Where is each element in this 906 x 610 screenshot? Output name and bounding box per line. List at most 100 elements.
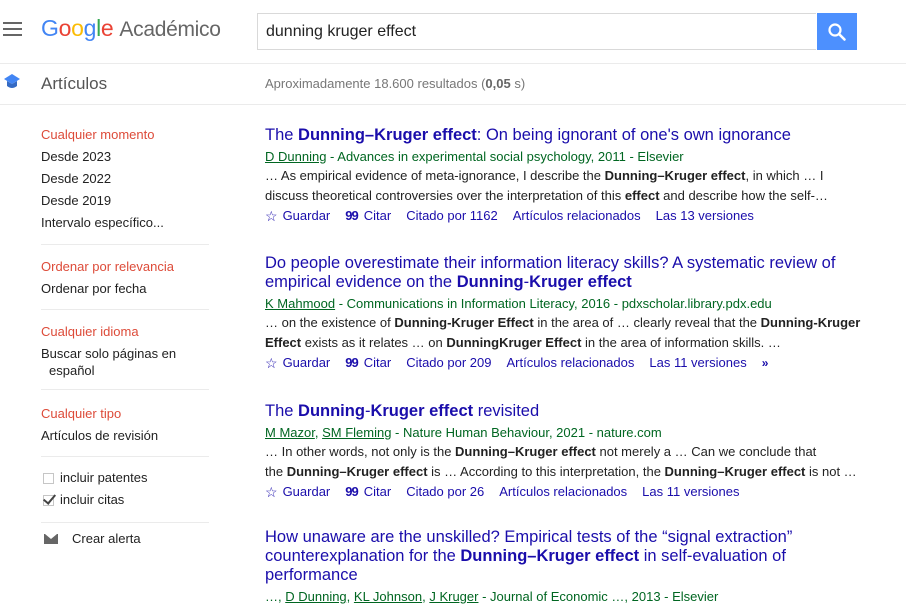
include-citations-label: incluir citas <box>60 492 125 507</box>
related-articles-link[interactable]: Artículos relacionados <box>512 208 641 223</box>
result-title-link[interactable]: The Dunning–Kruger effect: On being igno… <box>265 126 875 145</box>
cited-by-link[interactable]: Citado por 1162 <box>406 208 498 223</box>
filter-spanish-pages-line2: español <box>49 363 95 378</box>
quote-icon: 99 <box>345 208 359 223</box>
create-alert-label: Crear alerta <box>72 531 141 546</box>
title-text: - <box>523 273 530 291</box>
author-link[interactable]: J Kruger <box>429 589 479 604</box>
sort-by-date[interactable]: Ordenar por fecha <box>41 281 147 296</box>
snippet-text: … As empirical evidence of meta-ignoranc… <box>265 168 605 183</box>
publication-info: - Advances in experimental social psycho… <box>326 149 684 164</box>
product-name: Académico <box>119 18 221 41</box>
result-meta: …, D Dunning, KL Johnson, J Kruger - Jou… <box>265 589 719 604</box>
versions-link[interactable]: Las 13 versiones <box>655 208 754 223</box>
snippet-text: and describe how the self-… <box>659 188 828 203</box>
snippet-text: discuss theoretical controversies over t… <box>265 188 625 203</box>
include-patents-label: incluir patentes <box>60 470 148 485</box>
author-link[interactable]: K Mahmood <box>265 296 336 311</box>
title-highlight: Dunning–Kruger effect <box>460 547 640 565</box>
google-scholar-logo[interactable]: Google Académico <box>41 15 221 42</box>
result-actions: ☆ Guardar 99 Citar Citado por 1162 Artícul… <box>265 206 875 226</box>
filter-any-time[interactable]: Cualquier momento <box>41 127 155 142</box>
articles-icon <box>4 74 20 88</box>
include-patents-checkbox[interactable] <box>43 472 54 484</box>
cite-label: Citar <box>363 484 392 499</box>
snippet-text: is … According to this interpretation, t… <box>427 464 665 479</box>
search-result: Do people overestimate their information… <box>265 254 875 402</box>
versions-link[interactable]: Las 11 versiones <box>649 355 747 370</box>
filter-review-articles[interactable]: Artículos de revisión <box>41 428 159 443</box>
related-articles-link[interactable]: Artículos relacionados <box>499 484 628 499</box>
result-title-link[interactable]: Do people overestimate their information… <box>265 254 875 292</box>
cite-button[interactable]: 99 Citar <box>345 353 391 373</box>
author-link[interactable]: SM Fleming <box>322 425 392 440</box>
result-meta: K Mahmood - Communications in Informatio… <box>265 294 875 313</box>
filter-spanish-pages[interactable]: Buscar solo páginas en español <box>41 343 209 381</box>
authors-ellipsis: …, <box>265 589 286 604</box>
filter-since-2022[interactable]: Desde 2022 <box>41 171 112 186</box>
title-highlight: Kruger effect <box>370 402 474 420</box>
snippet-highlight: effect <box>624 188 660 203</box>
result-snippet: … In other words, not only is the Dunnin… <box>265 442 875 482</box>
top-bar: Google Académico <box>0 0 906 64</box>
cite-button[interactable]: 99 Citar <box>345 482 391 502</box>
title-highlight: Dunning <box>456 273 524 291</box>
create-alert-button[interactable]: Crear alerta <box>41 531 209 546</box>
search-button[interactable] <box>817 13 857 50</box>
versions-link[interactable]: Las 11 versiones <box>642 484 740 499</box>
snippet-line: discuss theoretical controversies over t… <box>265 186 875 206</box>
result-actions: ☆ Guardar 99 Citar Citado por 26 Artículos… <box>265 482 875 502</box>
snippet-highlight: Dunning–Kruger effect <box>664 464 806 479</box>
snippet-text: … on the existence of <box>265 315 395 330</box>
save-label: Guardar <box>282 208 331 223</box>
filter-any-language[interactable]: Cualquier idioma <box>41 324 139 339</box>
result-title-link[interactable]: How unaware are the unskilled? Empirical… <box>265 528 875 585</box>
snippet-text: the <box>265 464 287 479</box>
snippet-highlight: Effect <box>265 335 302 350</box>
snippet-line: Effect exists as it relates … on Dunning… <box>265 333 875 353</box>
quote-icon: 99 <box>345 484 359 499</box>
title-text: empirical evidence on the <box>265 273 457 291</box>
sort-group: Ordenar por relevancia Ordenar por fecha <box>41 245 209 310</box>
snippet-text: not merely a … Can we conclude that <box>595 444 817 459</box>
result-snippet: … on the existence of Dunning-Kruger Eff… <box>265 313 875 353</box>
more-options-icon[interactable]: » <box>761 356 769 370</box>
search-result: The Dunning-Kruger effect revisited M Ma… <box>265 402 875 528</box>
author-link[interactable]: D Dunning <box>265 149 327 164</box>
search-input[interactable] <box>258 14 806 49</box>
include-group: incluir patentes incluir citas <box>41 457 209 523</box>
quote-icon: 99 <box>345 355 359 370</box>
save-button[interactable]: ☆ Guardar <box>265 206 330 226</box>
results-count-text: Aproximadamente 18.600 resultados ( <box>265 76 486 91</box>
title-text: The <box>265 402 299 420</box>
cited-by-link[interactable]: Citado por 26 <box>406 484 485 499</box>
include-patents-option[interactable]: incluir patentes <box>41 467 209 489</box>
filter-custom-range[interactable]: Intervalo específico... <box>41 215 164 230</box>
author-link[interactable]: M Mazor <box>265 425 315 440</box>
filter-any-type[interactable]: Cualquier tipo <box>41 406 122 421</box>
result-snippet: … As empirical evidence of meta-ignoranc… <box>265 166 875 206</box>
author-link[interactable]: D Dunning <box>285 589 347 604</box>
snippet-text: , in which … I <box>745 168 824 183</box>
sort-by-relevance[interactable]: Ordenar por relevancia <box>41 259 174 274</box>
cite-label: Citar <box>363 355 392 370</box>
cited-by-link[interactable]: Citado por 209 <box>406 355 492 370</box>
filter-since-2023[interactable]: Desde 2023 <box>41 149 112 164</box>
save-button[interactable]: ☆ Guardar <box>265 482 330 502</box>
cite-button[interactable]: 99 Citar <box>345 206 391 226</box>
filter-since-2019[interactable]: Desde 2019 <box>41 193 112 208</box>
hamburger-menu-icon[interactable] <box>3 22 22 36</box>
author-link[interactable]: KL Johnson <box>353 589 423 604</box>
snippet-line: … on the existence of Dunning-Kruger Eff… <box>265 313 875 333</box>
cite-label: Citar <box>363 208 392 223</box>
include-citations-checkbox[interactable] <box>43 494 54 506</box>
publication-info: - Journal of Economic …, 2013 - Elsevier <box>478 589 719 604</box>
save-label: Guardar <box>282 355 331 370</box>
save-label: Guardar <box>282 484 331 499</box>
snippet-highlight: Dunning–Kruger effect <box>455 444 596 459</box>
include-citations-option[interactable]: incluir citas <box>41 489 209 511</box>
related-articles-link[interactable]: Artículos relacionados <box>506 355 635 370</box>
title-text: in self-evaluation of <box>639 547 786 565</box>
save-button[interactable]: ☆ Guardar <box>265 353 330 373</box>
result-title-link[interactable]: The Dunning-Kruger effect revisited <box>265 402 875 421</box>
